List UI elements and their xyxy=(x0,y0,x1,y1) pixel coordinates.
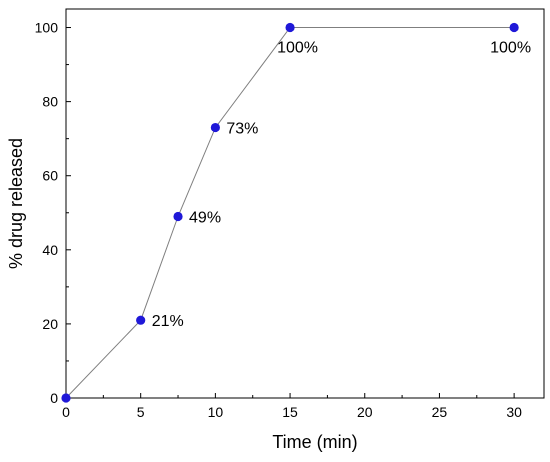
data-points xyxy=(61,22,519,403)
y-tick-label: 40 xyxy=(42,242,58,258)
x-axis-title: Time (min) xyxy=(272,432,357,452)
data-label: 21% xyxy=(152,313,184,330)
y-axis-title: % drug released xyxy=(6,138,26,269)
data-point xyxy=(210,122,220,133)
data-label: 100% xyxy=(490,40,531,57)
series-line xyxy=(65,27,515,399)
x-tick-label: 5 xyxy=(137,404,145,420)
y-tick-label: 60 xyxy=(42,168,58,184)
data-point xyxy=(61,393,71,403)
y-tick-label: 80 xyxy=(42,94,58,110)
x-tick-label: 0 xyxy=(62,404,70,420)
data-label: 100% xyxy=(277,40,318,57)
data-label: 73% xyxy=(226,121,258,138)
tick-labels: 0 5 10 15 20 25 30 0 20 40 60 80 100 xyxy=(35,20,522,420)
plot-frame xyxy=(65,8,545,399)
x-tick-label: 30 xyxy=(506,404,522,420)
data-point xyxy=(136,315,146,325)
data-point xyxy=(509,22,519,33)
y-tick-label: 100 xyxy=(35,20,59,36)
data-point xyxy=(173,211,183,222)
data-labels: 21% 49% 73% 100% 100% xyxy=(152,40,531,331)
x-tick-label: 15 xyxy=(282,404,298,420)
tick-marks xyxy=(65,27,515,399)
data-point xyxy=(285,22,295,33)
y-tick-label: 20 xyxy=(42,316,58,332)
data-label: 49% xyxy=(189,209,221,226)
y-tick-label: 0 xyxy=(50,390,58,406)
x-tick-label: 20 xyxy=(357,404,373,420)
x-tick-label: 10 xyxy=(208,404,224,420)
x-tick-label: 25 xyxy=(432,404,448,420)
